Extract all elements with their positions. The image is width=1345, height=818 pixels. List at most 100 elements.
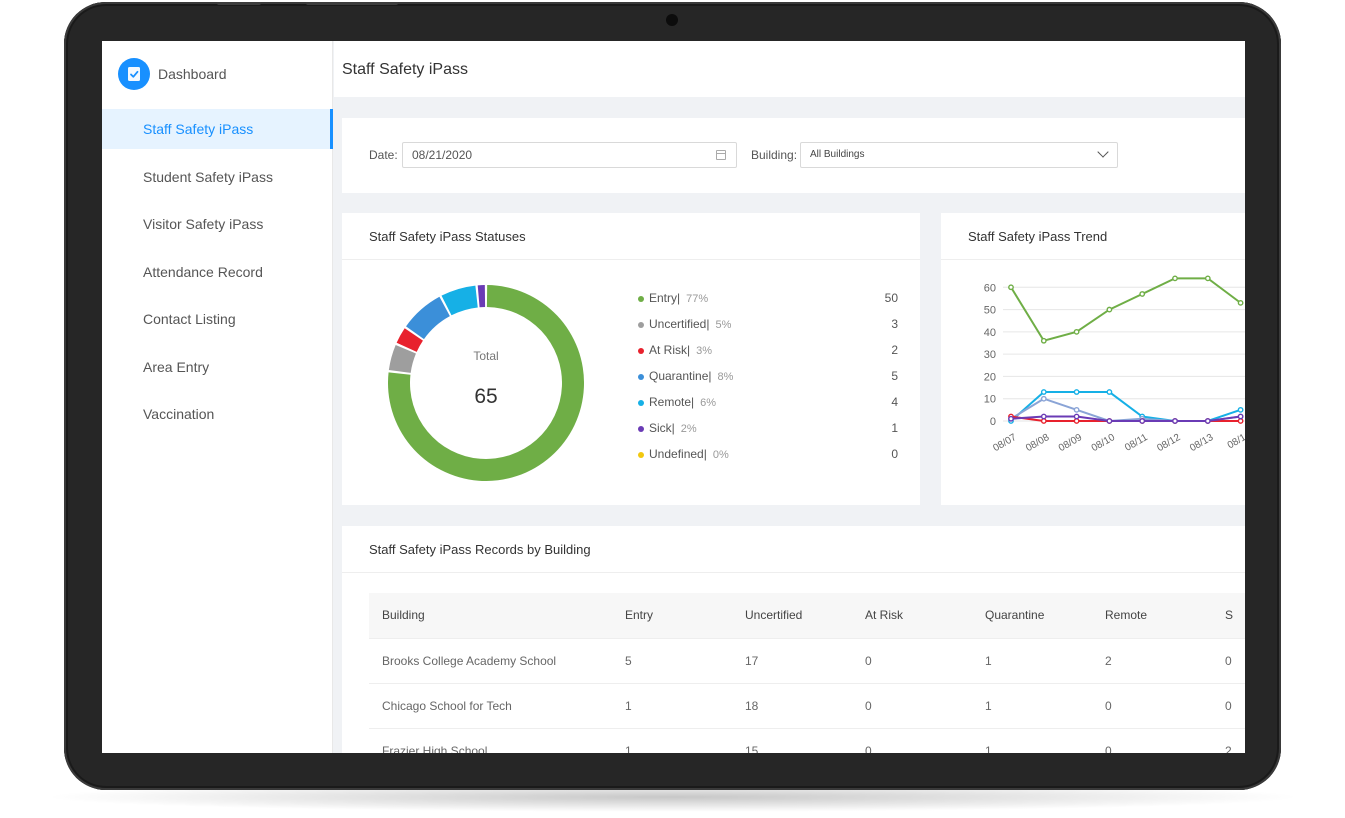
cell-uncertified: 17	[745, 638, 865, 684]
x-tick-label: 08/1	[1226, 432, 1245, 451]
app-screen: Dashboard Staff Safety iPass Student Saf…	[102, 41, 1245, 753]
legend-item-quarantine[interactable]: Quarantine| 8% 5	[638, 369, 898, 395]
series-point	[1073, 418, 1080, 424]
legend-percent: 77%	[686, 293, 709, 305]
sidebar-item-vaccination[interactable]: Vaccination	[143, 406, 215, 422]
legend-item-uncertified[interactable]: Uncertified| 5% 3	[638, 317, 898, 343]
series-point	[1237, 418, 1244, 424]
chevron-down-icon[interactable]	[1097, 146, 1109, 158]
cell-uncertified: 15	[745, 728, 865, 753]
legend-count: 3	[891, 317, 898, 331]
x-tick-label: 08/10	[1090, 432, 1118, 454]
legend-percent: 2%	[680, 423, 697, 435]
statuses-card: Staff Safety iPass Statuses Total 65 Ent…	[342, 213, 920, 505]
legend-item-undefined[interactable]: Undefined| 0% 0	[638, 447, 898, 473]
series-point	[1106, 418, 1113, 424]
legend-item-at-risk[interactable]: At Risk| 3% 2	[638, 343, 898, 369]
table-row[interactable]: Frazier High School 1 15 0 1 0 2	[369, 728, 1245, 753]
building-select[interactable]: All Buildings	[800, 142, 1118, 168]
column-header-quarantine[interactable]: Quarantine	[985, 593, 1105, 639]
filter-bar: Date: 08/21/2020 Building: All Buildings	[342, 118, 1245, 193]
y-tick-label: 10	[984, 394, 996, 406]
sidebar-item-student-safety-ipass[interactable]: Student Safety iPass	[143, 168, 273, 185]
column-header-at-risk[interactable]: At Risk	[865, 593, 985, 639]
donut-total-value: 65	[474, 385, 498, 408]
donut-slice-uncertified	[388, 344, 416, 373]
legend-dot	[638, 322, 644, 328]
series-point	[1139, 418, 1146, 424]
legend-percent: 8%	[717, 371, 734, 383]
sidebar-item-staff-safety-ipass[interactable]: Staff Safety iPass	[102, 109, 333, 149]
series-point	[1204, 418, 1211, 424]
series-point	[1008, 284, 1014, 291]
date-value: 08/21/2020	[412, 148, 473, 162]
series-line-5	[1010, 415, 1241, 422]
series-point	[1008, 415, 1014, 422]
table-header-row: Building Entry Uncertified At Risk Quara…	[369, 593, 1245, 639]
statuses-card-title: Staff Safety iPass Statuses	[369, 229, 526, 244]
y-tick-label: 60	[984, 282, 996, 294]
legend-dot	[638, 400, 644, 406]
legend-dot	[638, 452, 644, 458]
cell-remote: 0	[1105, 683, 1225, 729]
legend-dot	[638, 426, 644, 432]
cell-at-risk: 0	[865, 728, 985, 753]
cell-at-risk: 0	[865, 683, 985, 729]
series-point	[1040, 418, 1047, 424]
series-point	[1040, 389, 1047, 395]
table-row[interactable]: Chicago School for Tech 1 18 0 1 0 0	[369, 683, 1245, 729]
x-tick-label: 08/09	[1057, 432, 1085, 454]
legend-count: 4	[891, 395, 898, 409]
brand[interactable]: Dashboard	[118, 58, 227, 90]
column-header-building[interactable]: Building	[369, 593, 625, 639]
date-picker-input[interactable]: 08/21/2020	[402, 142, 737, 168]
column-header-uncertified[interactable]: Uncertified	[745, 593, 865, 639]
date-label: Date:	[369, 148, 398, 162]
legend-item-remote[interactable]: Remote| 6% 4	[638, 395, 898, 421]
trend-line-chart: 01020304050607008/0708/0808/0908/1008/11…	[984, 275, 1245, 454]
brand-label: Dashboard	[158, 66, 227, 82]
sidebar-item-contact-listing[interactable]: Contact Listing	[143, 311, 236, 327]
legend-count: 5	[891, 369, 898, 383]
power-button	[306, 2, 398, 5]
cell-sick: 2	[1225, 728, 1245, 753]
x-tick-label: 08/12	[1155, 432, 1183, 454]
status-legend: Entry| 77% 50 Uncertified| 5% 3 At Risk| 3%…	[638, 291, 898, 473]
cell-entry: 5	[625, 638, 745, 684]
donut-slice-remote	[441, 285, 478, 316]
legend-item-entry[interactable]: Entry| 77% 50	[638, 291, 898, 317]
cell-sick: 0	[1225, 683, 1245, 729]
sidebar-item-area-entry[interactable]: Area Entry	[143, 358, 210, 375]
legend-percent: 6%	[700, 397, 717, 409]
status-donut-chart	[388, 285, 584, 481]
cell-entry: 1	[625, 683, 745, 729]
legend-dot	[638, 296, 644, 302]
table-row[interactable]: Brooks College Academy School 5 17 0 1 2…	[369, 638, 1245, 684]
sidebar-item-visitor-safety-ipass[interactable]: Visitor Safety iPass	[143, 216, 264, 232]
series-point	[1106, 306, 1113, 313]
cell-uncertified: 18	[745, 683, 865, 729]
top-bar: Staff Safety iPass	[334, 41, 1245, 97]
series-point	[1106, 389, 1113, 395]
column-header-remote[interactable]: Remote	[1105, 593, 1225, 639]
donut-total-label: Total	[473, 349, 499, 363]
legend-name: Sick|	[649, 421, 675, 435]
series-point	[1073, 389, 1080, 395]
y-tick-label: 30	[984, 349, 996, 361]
legend-name: Remote|	[649, 395, 695, 409]
series-point	[1237, 413, 1244, 420]
column-header-sick[interactable]: S	[1225, 593, 1245, 639]
cell-remote: 2	[1105, 638, 1225, 684]
series-point	[1040, 413, 1047, 420]
calendar-icon[interactable]	[716, 150, 726, 160]
sidebar-item-attendance-record[interactable]: Attendance Record	[143, 263, 263, 280]
legend-name: Uncertified|	[649, 317, 710, 331]
legend-item-sick[interactable]: Sick| 2% 1	[638, 421, 898, 447]
legend-name: Undefined|	[649, 447, 707, 461]
column-header-entry[interactable]: Entry	[625, 593, 745, 639]
series-point	[1237, 299, 1244, 306]
series-point	[1073, 328, 1080, 335]
legend-dot	[638, 348, 644, 354]
x-tick-label: 08/08	[1024, 432, 1052, 454]
cell-building: Brooks College Academy School	[369, 638, 625, 684]
